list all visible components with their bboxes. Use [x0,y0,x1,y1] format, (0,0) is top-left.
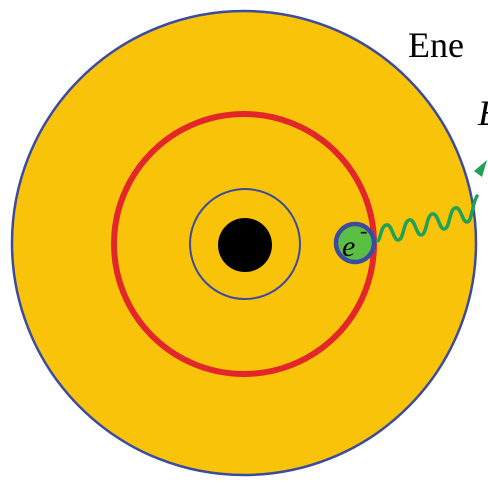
electron: e - [333,218,377,265]
electron-body [333,221,377,265]
wavy-arrow-icon [375,194,479,243]
electron-charge: - [360,218,367,243]
electron-symbol: e [342,230,355,263]
photon-emission [375,160,487,243]
energy-label-line1: Ene [408,25,464,65]
arrowhead-icon [474,160,487,177]
inner-orbit [189,188,301,300]
nucleus [218,218,272,272]
energy-label-line2: E [477,93,488,133]
